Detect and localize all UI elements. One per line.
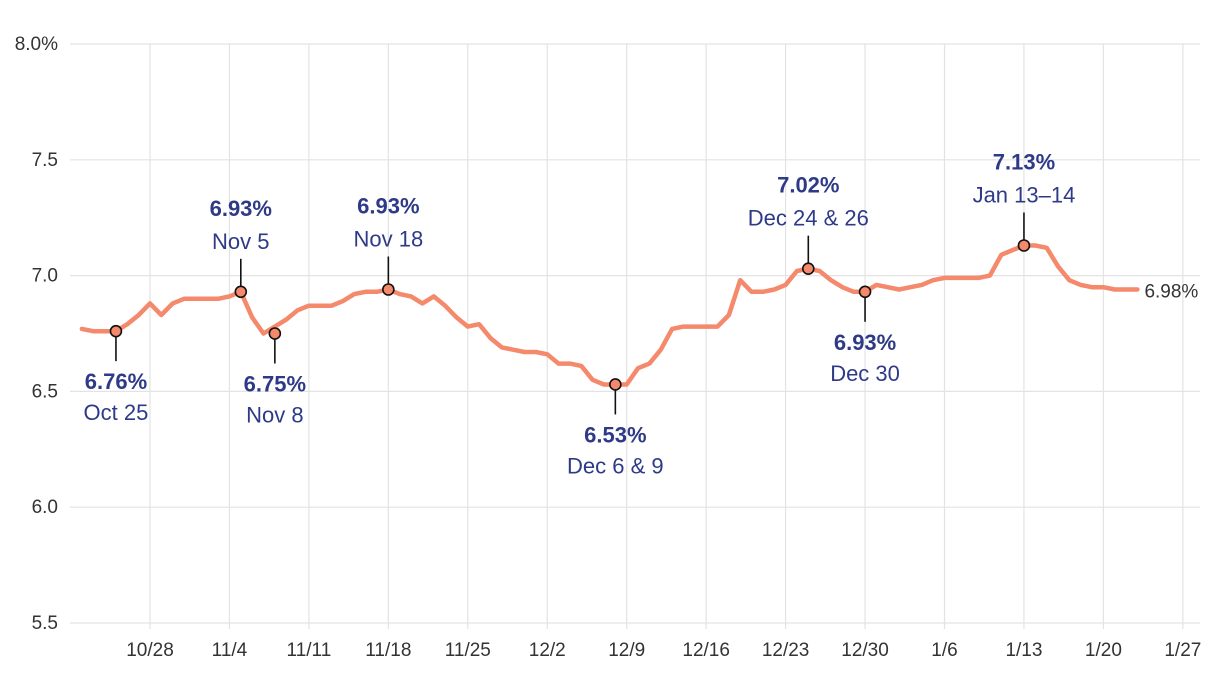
annotation-point	[858, 285, 872, 299]
x-tick-label: 11/18	[365, 640, 411, 661]
grid-layer	[70, 43, 1200, 629]
x-tick-label: 11/11	[287, 640, 332, 661]
series-layer: 6.98%	[79, 243, 1198, 387]
annotation-value-label: 6.76%	[85, 369, 147, 394]
annotation-point	[801, 262, 815, 275]
x-tick-label: 12/16	[682, 640, 730, 661]
y-tick-label: 7.0	[32, 266, 58, 287]
annotation-value-label: 6.53%	[584, 422, 646, 447]
y-tick-label: 5.5	[32, 613, 58, 634]
annotation-point	[609, 378, 622, 391]
annotation-value-label: 7.02%	[777, 173, 839, 198]
annotation-value-label: 6.75%	[244, 372, 306, 397]
annotation-date-label: Dec 6 & 9	[567, 453, 664, 478]
end-value-label: 6.98%	[1144, 281, 1198, 302]
x-tick-label: 1/13	[1005, 640, 1042, 661]
annotation-date-label: Nov 5	[212, 229, 269, 254]
x-tick-label: 11/4	[212, 640, 248, 661]
annotation-point	[268, 327, 282, 340]
annotation-date-label: Jan 13–14	[973, 182, 1076, 207]
x-tick-label: 12/30	[841, 640, 889, 661]
x-tick-label: 12/9	[608, 640, 645, 661]
annotation-point	[1017, 239, 1031, 252]
x-tick-label: 11/25	[445, 640, 491, 661]
annotation-date-label: Dec 24 & 26	[748, 206, 869, 231]
annotation-layer: 6.76% Oct 25 6.93% Nov 5 6.75% Nov 8 6.93% Nov …	[84, 149, 1076, 478]
y-tick-label: 6.5	[32, 381, 58, 402]
annotation-point	[109, 324, 123, 338]
annotation-value-label: 6.93%	[210, 196, 272, 221]
annotation-point	[234, 285, 248, 299]
annotation-value-label: 6.93%	[834, 330, 896, 355]
annotation-value-label: 7.13%	[993, 149, 1055, 174]
y-tick-label: 8.0%	[15, 34, 58, 55]
axis-labels: 5.5 6.0 6.5 7.0 7.5 8.0% 10/28 11/4 11/11 11/18 11…	[15, 34, 1202, 661]
y-tick-label: 7.5	[32, 150, 58, 171]
annotation-point	[382, 283, 395, 296]
y-tick-label: 6.0	[32, 497, 58, 518]
x-tick-label: 1/6	[931, 640, 957, 661]
annotation-date-label: Dec 30	[830, 361, 900, 386]
x-tick-label: 1/27	[1164, 640, 1201, 661]
x-tick-label: 12/2	[529, 640, 566, 661]
x-tick-label: 12/23	[762, 640, 810, 661]
annotation-date-label: Oct 25	[84, 400, 149, 425]
annotation-date-label: Nov 8	[246, 403, 303, 428]
annotation-value-label: 6.93%	[357, 193, 419, 218]
x-tick-label: 1/20	[1085, 640, 1122, 661]
x-tick-label: 10/28	[126, 640, 174, 661]
annotation-date-label: Nov 18	[353, 226, 423, 251]
